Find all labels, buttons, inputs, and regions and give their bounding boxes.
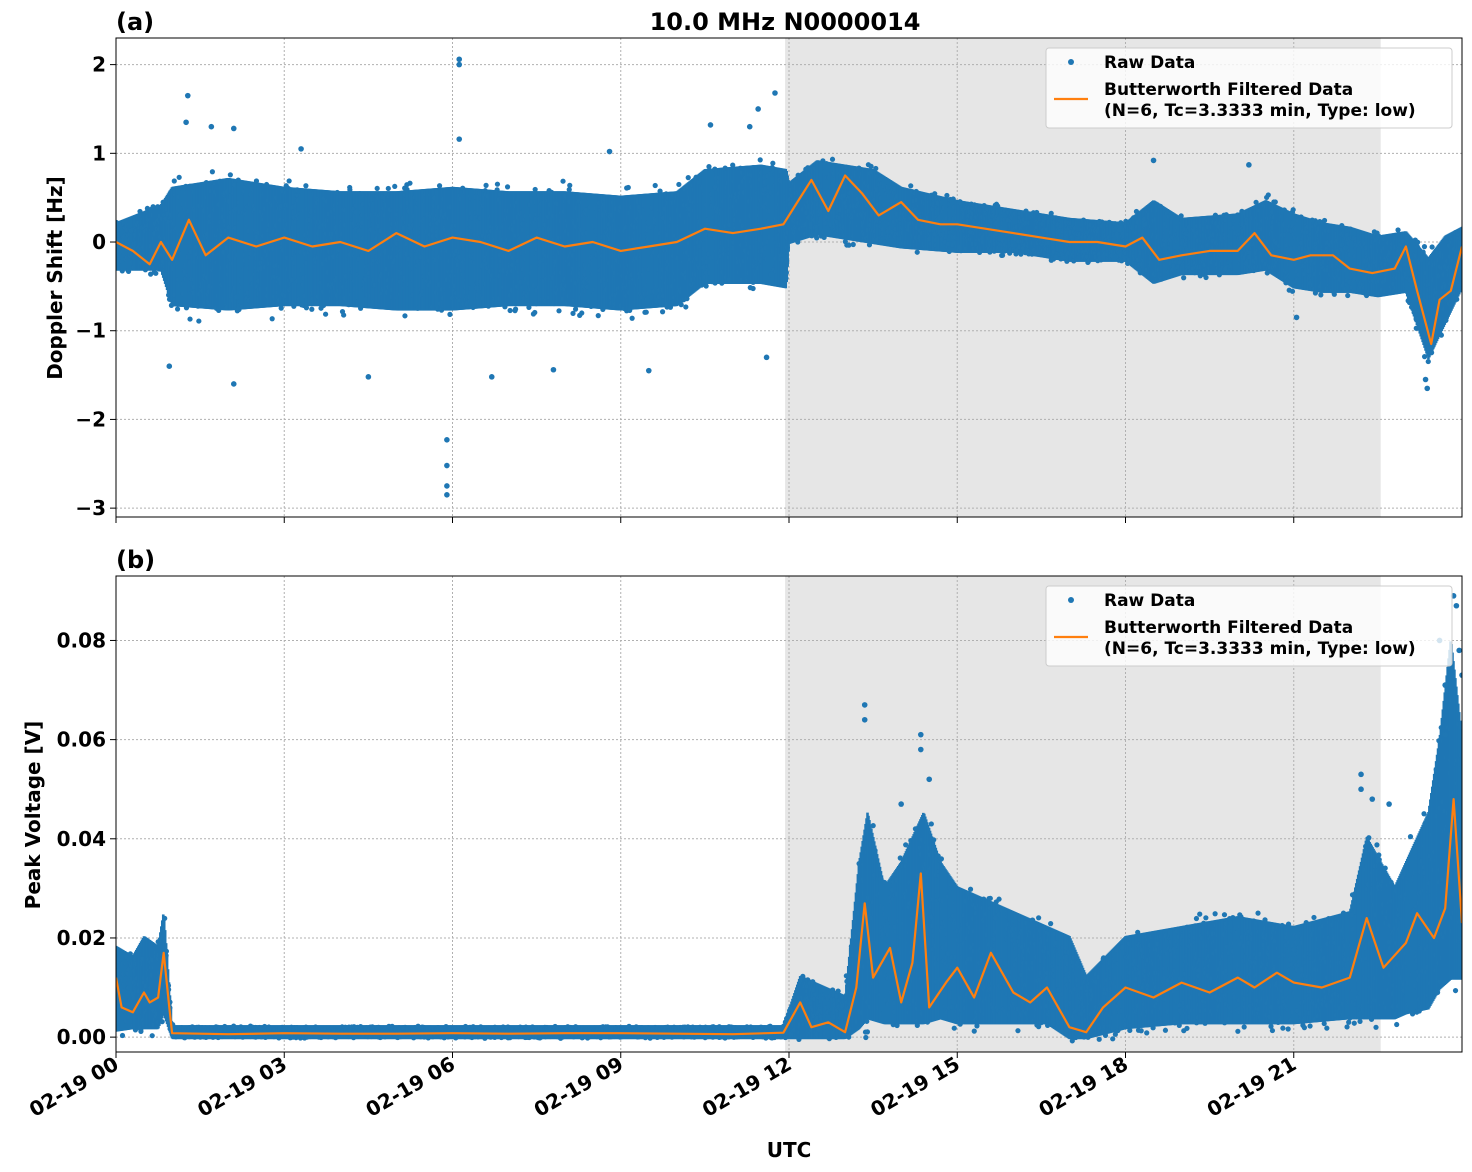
raw-data-point-471-0 xyxy=(566,187,572,193)
raw-data-point-532-2 xyxy=(625,184,631,191)
raw-data-point-180-2 xyxy=(286,178,292,184)
raw-data-point-697-2 xyxy=(783,275,789,281)
raw-data-point-475-0 xyxy=(570,310,576,316)
raw-data-point-613-1 xyxy=(703,283,709,289)
raw-data-point-729-2 xyxy=(814,235,820,241)
raw-data-point-1224-0 xyxy=(1290,207,1296,213)
raw-data-point-271-1 xyxy=(374,185,380,192)
raw-data-point-243-1 xyxy=(347,187,353,193)
raw-data-point-435-2 xyxy=(532,186,538,193)
raw-data-point-973-2 xyxy=(1048,210,1054,216)
raw-data-point-697-0 xyxy=(783,270,789,276)
raw-data-point-384-1 xyxy=(483,182,489,188)
raw-data-point-218-0 xyxy=(322,311,329,317)
raw-data-point-145-1 xyxy=(253,178,260,184)
raw-data-point-478-1 xyxy=(572,306,579,312)
raw-data-point-594-1 xyxy=(685,175,691,181)
raw-data-point-42-0 xyxy=(153,270,159,276)
raw-data-point-87-0 xyxy=(196,318,202,324)
raw-data-point-502-0 xyxy=(595,313,601,319)
raw-data-point-586-0 xyxy=(676,181,682,188)
raw-data-point-744-0 xyxy=(829,156,836,162)
raw-data-point-832-1 xyxy=(914,249,920,255)
raw-data-point-766-1 xyxy=(850,241,856,248)
raw-data-point-198-2 xyxy=(303,183,309,189)
raw-data-point-1222-1 xyxy=(1289,288,1296,294)
raw-data-point-1133-1 xyxy=(1203,274,1209,281)
raw-data-point-77-2 xyxy=(187,316,193,322)
raw-data-point-551-1 xyxy=(643,309,649,315)
raw-data-point-61-2 xyxy=(171,178,177,184)
raw-data-point-640-1 xyxy=(730,162,736,168)
raw-data-point-1110-1 xyxy=(1181,275,1187,281)
raw-data-point-1205-0 xyxy=(1272,199,1278,205)
raw-data-point-569-1 xyxy=(659,309,666,315)
raw-data-point-560-1 xyxy=(652,182,658,189)
raw-data-point-461-1 xyxy=(556,308,562,314)
raw-data-point-785-0 xyxy=(868,163,874,169)
raw-data-point-592-2 xyxy=(683,304,689,310)
raw-data-point-826-1 xyxy=(908,183,914,189)
raw-data-point-396-1 xyxy=(494,181,501,187)
raw-data-point-237-2 xyxy=(341,312,347,318)
raw-data-point-305-2 xyxy=(407,180,413,186)
raw-data-point-163-1 xyxy=(269,316,275,322)
raw-data-point-472-0 xyxy=(567,182,573,188)
raw-data-point-406-1 xyxy=(504,184,511,190)
figure-title: 10.0 MHz N0000014 xyxy=(650,8,921,36)
raw-data-point-65-0 xyxy=(176,174,182,180)
raw-data-point-698-0 xyxy=(784,258,790,264)
raw-data-point-663-1 xyxy=(750,285,756,292)
raw-data-point-171-0 xyxy=(278,305,284,311)
raw-data-point-410-0 xyxy=(507,307,513,314)
raw-data-point-485-2 xyxy=(579,310,585,316)
raw-data-point-587-2 xyxy=(678,302,684,308)
raw-data-point-119-2 xyxy=(227,172,233,178)
raw-data-point-300-1 xyxy=(402,313,408,319)
raw-data-point-790-1 xyxy=(873,165,879,172)
raw-data-point-290-2 xyxy=(392,183,398,190)
raw-data-point-347-2 xyxy=(447,311,453,317)
raw-data-point-682-1 xyxy=(770,160,776,166)
raw-data-point-100-0 xyxy=(209,169,215,175)
raw-data-point-464-0 xyxy=(560,178,566,184)
raw-data-point-536-0 xyxy=(629,315,635,321)
raw-data-point-863-1 xyxy=(944,192,950,199)
raw-data-point-284-2 xyxy=(385,185,391,192)
raw-data-point-203-0 xyxy=(309,306,315,312)
raw-data-point-616-2 xyxy=(706,164,712,170)
raw-data-point-416-1 xyxy=(512,306,519,312)
raw-data-point-566-0 xyxy=(657,188,663,194)
raw-data-point-1197-1 xyxy=(1265,192,1271,198)
raw-data-point-669-0 xyxy=(757,157,763,163)
x-axis-label: UTC xyxy=(767,1138,812,1162)
raw-data-point-762-1 xyxy=(846,242,852,248)
raw-data-point-336-0 xyxy=(436,183,443,189)
raw-data-point-64-2 xyxy=(174,306,181,312)
raw-data-point-436-1 xyxy=(532,309,538,316)
panel-a-plot-area xyxy=(116,56,1462,498)
raw-data-point-198-0 xyxy=(303,305,310,311)
